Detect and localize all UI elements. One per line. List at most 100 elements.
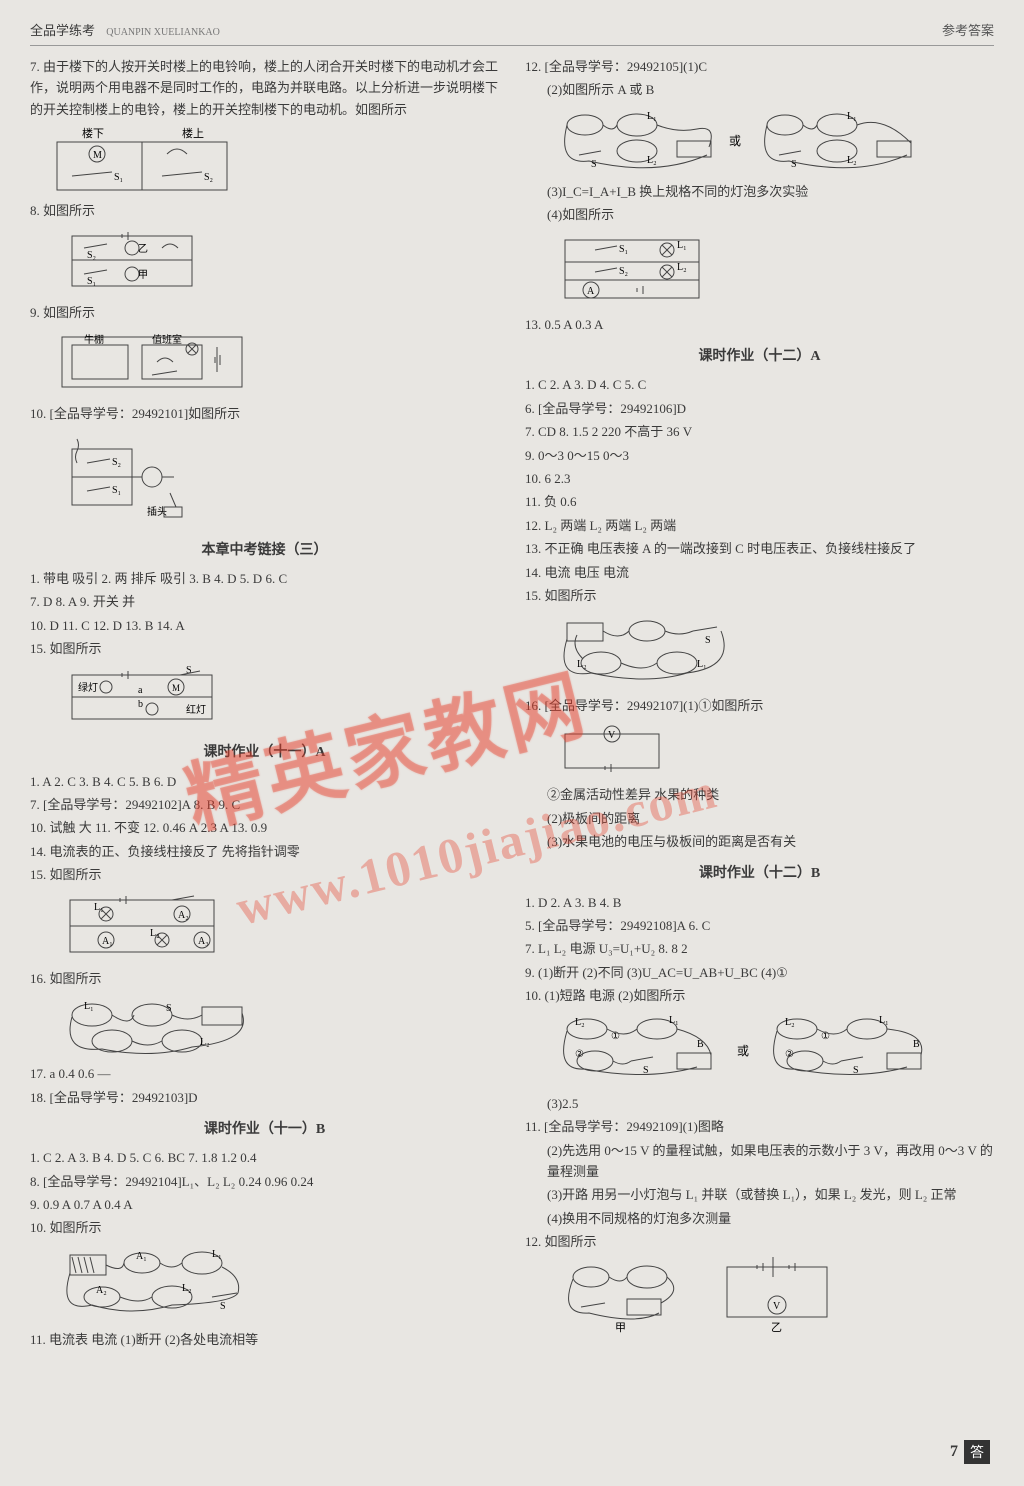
page-tag: 答 [964,1440,990,1464]
label-zhibanshi: 值班室 [152,333,182,346]
svg-text:A₁: A₁ [102,936,113,947]
svg-text:S₂: S₂ [87,250,96,261]
b12-l6c: (3)开路 用另一小灯泡与 L₁ 并联（或替换 L₁），如果 L₂ 发光，则 L… [525,1184,994,1205]
a12-l10: 15. 如图所示 [525,585,994,606]
fig-q7: 楼下 楼上 M S₁ S₂ [52,124,499,194]
page-number: 7 答 [950,1440,990,1464]
fig-zk3-15: S 绿灯 M 红灯 ab [52,663,499,731]
svg-text:a: a [138,685,143,696]
svg-text:S₂: S₂ [619,266,628,277]
fig-q12-4: S₁ L₁ S₂ L₂ A [547,230,994,308]
page-num: 7 [950,1443,958,1461]
svg-text:B: B [697,1039,704,1050]
zk3-l1: 1. 带电 吸引 2. 两 排斥 吸引 3. B 4. D 5. D 6. C [30,568,499,589]
fig-q12-2: L₁ L₂ S 或 L₁ L₂ S [547,105,994,175]
svg-text:L₂: L₂ [677,262,687,273]
zk3-l2: 7. D 8. A 9. 开关 并 [30,591,499,612]
svg-text:V: V [608,730,616,741]
a11-l4: 14. 电流表的正、负接线柱接反了 先将指针调零 [30,841,499,862]
svg-text:A₂: A₂ [178,910,189,921]
q8: 8. 如图所示 [30,200,499,221]
fig-q9: 牛棚 值班室 [52,327,499,397]
svg-text:S₂: S₂ [112,457,121,468]
a11-l8: 18. [全品导学号：29492103]D [30,1087,499,1108]
b12-l5b: (3)2.5 [525,1093,994,1114]
svg-text:或: 或 [737,1044,749,1058]
a12-l3: 7. CD 8. 1.5 2 220 不高于 36 V [525,421,994,442]
b12-l6d: (4)换用不同规格的灯泡多次测量 [525,1208,994,1229]
svg-text:S: S [591,159,597,170]
b12-l2: 5. [全品导学号：29492108]A 6. C [525,915,994,936]
label-loushang: 楼上 [182,126,204,140]
svg-text:L₁: L₁ [847,111,857,122]
svg-text:L₂: L₂ [150,928,160,939]
svg-text:L₂: L₂ [577,659,587,670]
a12-l11b: ②金属活动性差异 水果的种类 [525,784,994,805]
a12-l4: 9. 0～3 0～15 0～3 [525,445,994,466]
zk3-l3: 10. D 11. C 12. D 13. B 14. A [30,615,499,636]
svg-text:S: S [791,159,797,170]
svg-text:A₁: A₁ [136,1251,147,1262]
q9: 9. 如图所示 [30,302,499,323]
svg-text:②: ② [785,1049,794,1060]
svg-text:S: S [220,1301,226,1312]
svg-text:S₁: S₁ [619,244,628,255]
svg-text:S₁: S₁ [87,276,96,287]
svg-text:L₁: L₁ [697,659,707,670]
fig-q8: S₂ 乙 S₁ 甲 [52,226,499,296]
svg-text:S: S [186,665,192,676]
a12-l2: 6. [全品导学号：29492106]D [525,398,994,419]
svg-text:甲: 甲 [138,270,148,281]
section-11a: 课时作业（十一）A [30,741,499,764]
svg-text:M: M [93,150,102,161]
label-niupeng: 牛棚 [84,333,104,346]
fig-b12-10: L₂ L₁ S ①②B 或 L₂ L₁ S [547,1011,994,1087]
b11-l2: 8. [全品导学号：29492104]L₁、L₂ L₂ 0.24 0.96 0.… [30,1171,499,1192]
svg-text:L₁: L₁ [94,902,104,913]
q12-l3: (3)I_C=I_A+I_B 换上规格不同的灯泡多次实验 [525,181,994,202]
section-11b: 课时作业（十一）B [30,1118,499,1141]
a12-l1: 1. C 2. A 3. D 4. C 5. C [525,374,994,395]
b12-l7: 12. 如图所示 [525,1231,994,1252]
a12-l11: 16. [全品导学号：29492107](1)①如图所示 [525,695,994,716]
svg-text:L₂: L₂ [785,1017,795,1028]
a12-l11c: (2)极板间的距离 [525,808,994,829]
q12-l1: 12. [全品导学号：29492105](1)C [525,56,994,77]
svg-text:S: S [166,1003,172,1014]
left-column: 7. 由于楼下的人按开关时楼上的电铃响，楼上的人闭合开关时楼下的电动机才会工作，… [30,56,499,1352]
svg-text:S₁: S₁ [112,485,121,496]
label-jia: 甲 [615,1322,626,1334]
a11-l3: 10. 试触 大 11. 不变 12. 0.46 A 2.3 A 13. 0.9 [30,817,499,838]
a12-l7: 12. L₂ 两端 L₂ 两端 L₂ 两端 [525,515,994,536]
label-hongdeng: 红灯 [186,703,206,716]
fig-a12-16: V [547,720,994,778]
svg-text:A₂: A₂ [96,1285,107,1296]
svg-text:S₁: S₁ [114,172,123,183]
b11-l4: 10. 如图所示 [30,1217,499,1238]
q10: 10. [全品导学号：29492101]如图所示 [30,403,499,424]
svg-text:L₁: L₁ [879,1015,889,1026]
a11-l1: 1. A 2. C 3. B 4. C 5. B 6. D [30,771,499,792]
section-zk3: 本章中考链接（三） [30,539,499,562]
svg-text:乙: 乙 [138,243,148,255]
b11-l1: 1. C 2. A 3. B 4. D 5. C 6. BC 7. 1.8 1.… [30,1147,499,1168]
svg-text:L₂: L₂ [575,1017,585,1028]
fig-a12-15: S L₂ L₁ [547,611,994,689]
svg-text:L₁: L₁ [677,240,687,251]
svg-text:L₂: L₂ [182,1283,192,1294]
svg-text:S₂: S₂ [204,172,213,183]
a12-l8: 13. 不正确 电压表接 A 的一端改接到 C 时电压表正、负接线柱接反了 [525,538,994,559]
zk3-l4: 15. 如图所示 [30,638,499,659]
a11-l5: 15. 如图所示 [30,864,499,885]
svg-text:L₁: L₁ [669,1015,679,1026]
b12-l4: 9. (1)断开 (2)不同 (3)U_AC=U_AB+U_BC (4)① [525,962,994,983]
svg-text:L₂: L₂ [847,155,857,166]
fig-b11-10: A₁ L₁ A₂ L₂ S [52,1243,499,1323]
fig-b12-12: 甲 V 乙 [547,1257,994,1337]
b12-l5: 10. (1)短路 电源 (2)如图所示 [525,985,994,1006]
svg-text:L₁: L₁ [647,111,657,122]
a11-l7: 17. a 0.4 0.6 — [30,1063,499,1084]
q13: 13. 0.5 A 0.3 A [525,314,994,335]
fig-a11-15: L₁ A₂ A₁ L₂ A₃ [52,890,499,962]
right-column: 12. [全品导学号：29492105](1)C (2)如图所示 A 或 B L… [525,56,994,1352]
